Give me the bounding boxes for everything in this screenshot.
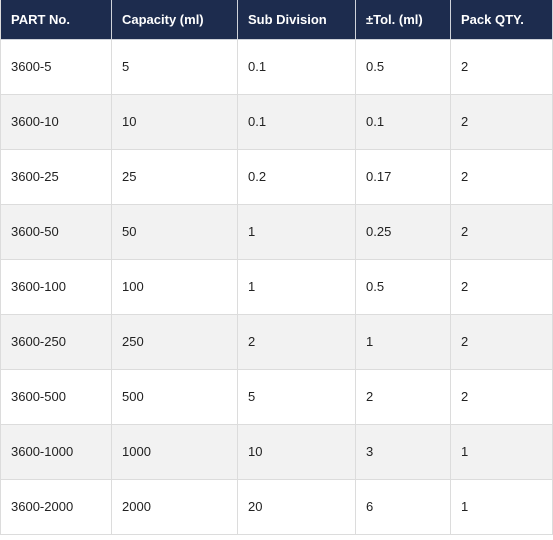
cell-capacity: 10 (111, 94, 238, 150)
table-header: PART No. Capacity (ml) Sub Division ±Tol… (0, 0, 553, 40)
cell-sub-division: 5 (237, 369, 356, 425)
cell-sub-division: 1 (237, 204, 356, 260)
table-row: 3600-50 50 1 0.25 2 (0, 204, 553, 260)
cell-part-no: 3600-50 (0, 204, 112, 260)
cell-pack-qty: 2 (450, 94, 553, 150)
cell-capacity: 500 (111, 369, 238, 425)
table-row: 3600-2000 2000 20 6 1 (0, 479, 553, 535)
cell-part-no: 3600-100 (0, 259, 112, 315)
header-row: PART No. Capacity (ml) Sub Division ±Tol… (0, 0, 553, 40)
cell-part-no: 3600-10 (0, 94, 112, 150)
cell-part-no: 3600-5 (0, 39, 112, 95)
cell-pack-qty: 2 (450, 314, 553, 370)
cell-tolerance: 0.25 (355, 204, 451, 260)
cell-capacity: 5 (111, 39, 238, 95)
cell-tolerance: 0.5 (355, 259, 451, 315)
cell-sub-division: 0.1 (237, 94, 356, 150)
cell-tolerance: 3 (355, 424, 451, 480)
table-row: 3600-100 100 1 0.5 2 (0, 259, 553, 315)
table-row: 3600-10 10 0.1 0.1 2 (0, 94, 553, 150)
cell-pack-qty: 2 (450, 369, 553, 425)
cell-part-no: 3600-250 (0, 314, 112, 370)
cell-part-no: 3600-2000 (0, 479, 112, 535)
cell-sub-division: 20 (237, 479, 356, 535)
table-row: 3600-5 5 0.1 0.5 2 (0, 39, 553, 95)
cell-capacity: 50 (111, 204, 238, 260)
cell-pack-qty: 2 (450, 204, 553, 260)
cell-capacity: 2000 (111, 479, 238, 535)
cell-part-no: 3600-1000 (0, 424, 112, 480)
header-part-no: PART No. (0, 0, 112, 40)
header-capacity: Capacity (ml) (111, 0, 238, 40)
cell-tolerance: 0.1 (355, 94, 451, 150)
cell-capacity: 250 (111, 314, 238, 370)
cell-capacity: 1000 (111, 424, 238, 480)
cell-pack-qty: 1 (450, 424, 553, 480)
table-row: 3600-500 500 5 2 2 (0, 369, 553, 425)
cell-tolerance: 2 (355, 369, 451, 425)
header-sub-division: Sub Division (237, 0, 356, 40)
cell-tolerance: 1 (355, 314, 451, 370)
cell-capacity: 25 (111, 149, 238, 205)
table-row: 3600-250 250 2 1 2 (0, 314, 553, 370)
table-body: 3600-5 5 0.1 0.5 2 3600-10 10 0.1 0.1 2 … (0, 39, 553, 535)
header-pack-qty: Pack QTY. (450, 0, 553, 40)
cell-pack-qty: 2 (450, 259, 553, 315)
cell-part-no: 3600-500 (0, 369, 112, 425)
cell-capacity: 100 (111, 259, 238, 315)
cell-sub-division: 0.1 (237, 39, 356, 95)
table-row: 3600-1000 1000 10 3 1 (0, 424, 553, 480)
cell-sub-division: 1 (237, 259, 356, 315)
cell-sub-division: 10 (237, 424, 356, 480)
cell-sub-division: 2 (237, 314, 356, 370)
cell-pack-qty: 1 (450, 479, 553, 535)
cell-sub-division: 0.2 (237, 149, 356, 205)
cell-part-no: 3600-25 (0, 149, 112, 205)
cell-tolerance: 6 (355, 479, 451, 535)
cell-tolerance: 0.17 (355, 149, 451, 205)
header-tolerance: ±Tol. (ml) (355, 0, 451, 40)
cell-pack-qty: 2 (450, 39, 553, 95)
table-row: 3600-25 25 0.2 0.17 2 (0, 149, 553, 205)
cell-tolerance: 0.5 (355, 39, 451, 95)
cell-pack-qty: 2 (450, 149, 553, 205)
